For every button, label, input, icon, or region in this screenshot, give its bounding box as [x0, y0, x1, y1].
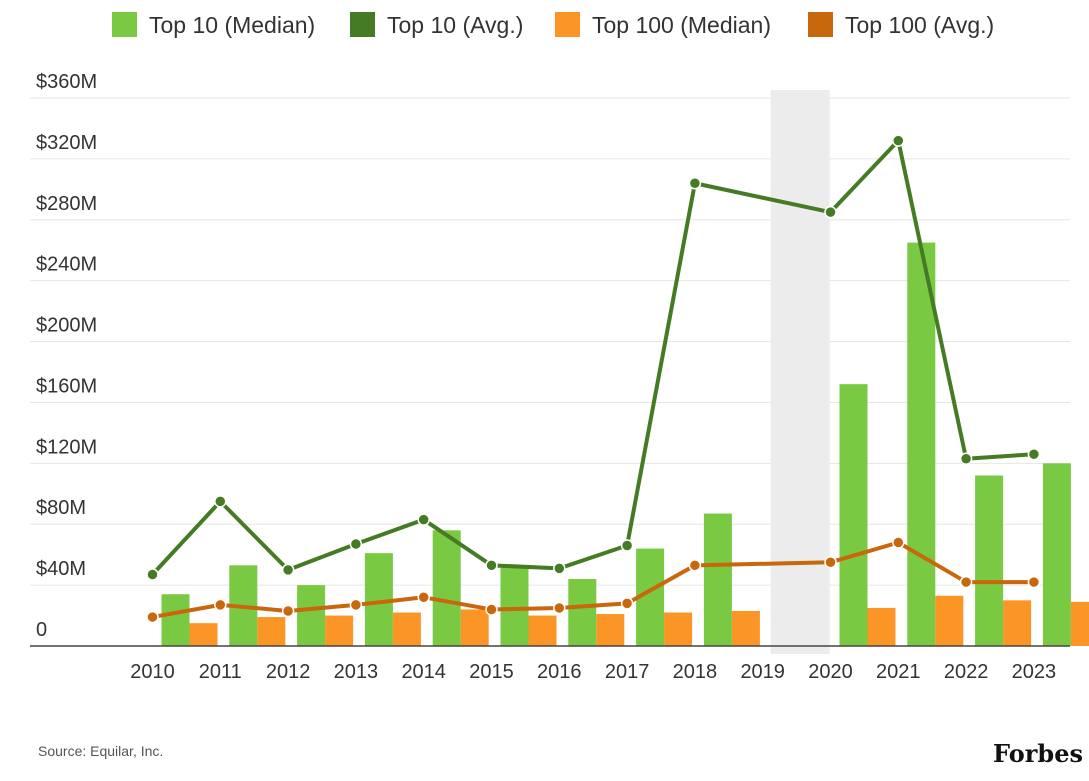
point-series1-2014 [417, 513, 430, 526]
point-series1-2012 [281, 563, 295, 577]
point-series1-2013 [349, 537, 363, 551]
x-tick-label: 2020 [808, 661, 853, 683]
point-series1-2020 [824, 205, 837, 219]
bar-series2-2018 [731, 610, 760, 646]
y-tick-label: $320M [36, 132, 97, 154]
legend-label-3: Top 100 (Median) [592, 12, 771, 38]
point-series2-2023 [1027, 575, 1041, 589]
legend: Top 10 (Median) Top 10 (Avg.) Top 100 (Med… [112, 12, 994, 38]
point-series1-2016 [553, 562, 566, 575]
point-series2-2014 [417, 591, 430, 604]
bar-series2-2010 [189, 623, 218, 646]
point-series2-2022 [959, 575, 973, 589]
bar-series2-2012 [325, 615, 354, 646]
point-series2-2018 [688, 559, 702, 572]
point-series1-2017 [620, 539, 634, 552]
y-tick-label: $80M [36, 497, 86, 519]
point-series2-2013 [349, 598, 363, 612]
x-tick-label: 2012 [266, 661, 311, 683]
bar-series2-2013 [392, 612, 421, 646]
y-axis: 0 $40M $80M $120M $160M $200M $240M $280M $320M $… [36, 71, 97, 641]
bar-series2-2022 [1003, 600, 1032, 646]
bar-series1-2012 [297, 585, 326, 646]
x-tick-label: 2011 [199, 661, 242, 683]
point-series2-2020 [824, 556, 837, 569]
y-tick-label: $40M [36, 558, 86, 580]
x-tick-label: 2021 [876, 661, 921, 683]
legend-swatch-1 [112, 12, 137, 37]
x-tick-label: 2010 [130, 661, 175, 683]
point-series2-2021 [892, 536, 905, 549]
legend-swatch-3 [555, 12, 580, 37]
x-tick-label: 2018 [673, 661, 718, 683]
gridlines [30, 97, 1070, 586]
x-tick-label: 2019 [740, 661, 785, 683]
brand-logo: Forbes [993, 739, 1083, 768]
bar-series1-2018 [703, 513, 732, 646]
bar-series2-2017 [664, 612, 693, 646]
bar-series2-2014 [460, 609, 489, 646]
legend-swatch-2 [350, 12, 375, 37]
y-tick-label: 0 [36, 619, 47, 641]
point-series1-2015 [485, 559, 498, 572]
point-series2-2010 [146, 610, 159, 624]
bar-series1-2021 [907, 242, 936, 646]
x-tick-label: 2023 [1012, 661, 1057, 683]
x-tick-label: 2016 [537, 661, 582, 683]
bar-series1-2010 [161, 594, 190, 646]
legend-label-1: Top 10 (Median) [149, 12, 315, 38]
x-tick-label: 2013 [334, 661, 379, 683]
point-series2-2016 [553, 601, 566, 615]
point-series1-2011 [214, 495, 227, 508]
point-series1-2021 [892, 134, 905, 147]
bar-series2-2021 [935, 595, 964, 646]
y-tick-label: $360M [36, 71, 97, 93]
bar-series2-2011 [257, 617, 286, 646]
line-series1 [151, 138, 1035, 576]
y-tick-label: $200M [36, 315, 97, 337]
point-series2-2015 [485, 603, 498, 616]
bar-series1-2014 [432, 530, 461, 646]
point-series1-2023 [1027, 447, 1041, 461]
point-series1-2018 [688, 176, 702, 190]
point-series2-2012 [281, 604, 295, 618]
x-tick-label: 2017 [605, 661, 650, 683]
highlight-band-rect [770, 90, 830, 654]
point-series2-2011 [214, 598, 227, 612]
legend-label-2: Top 10 (Avg.) [387, 12, 523, 38]
bar-series1-2015 [500, 566, 529, 646]
legend-label-4: Top 100 (Avg.) [845, 12, 994, 38]
point-series1-2022 [959, 452, 973, 466]
point-series2-2017 [620, 597, 634, 610]
bar-series1-2023 [1042, 463, 1071, 646]
bar-series1-2022 [975, 475, 1004, 646]
x-axis: 2010 2011 2012 2013 2014 2015 2016 2017 2018 2019… [30, 645, 1070, 683]
point-series1-2010 [146, 568, 159, 581]
x-tick-label: 2014 [401, 661, 446, 683]
bar-series2-2023 [1070, 601, 1089, 646]
bar-series1-2016 [568, 579, 597, 646]
bar-series2-2016 [596, 614, 625, 646]
y-tick-label: $240M [36, 254, 97, 276]
highlight-band [770, 90, 830, 654]
bar-series2-2020 [867, 607, 896, 646]
legend-swatch-4 [808, 12, 833, 37]
bar-series1-2020 [839, 384, 868, 646]
y-tick-label: $160M [36, 375, 97, 397]
series-lines [146, 134, 1041, 624]
x-tick-label: 2015 [469, 661, 514, 683]
bar-series2-2015 [528, 615, 557, 646]
y-tick-label: $120M [36, 436, 97, 458]
y-tick-label: $280M [36, 193, 97, 215]
x-tick-label: 2022 [944, 661, 989, 683]
source-note: Source: Equilar, Inc. [38, 743, 163, 759]
